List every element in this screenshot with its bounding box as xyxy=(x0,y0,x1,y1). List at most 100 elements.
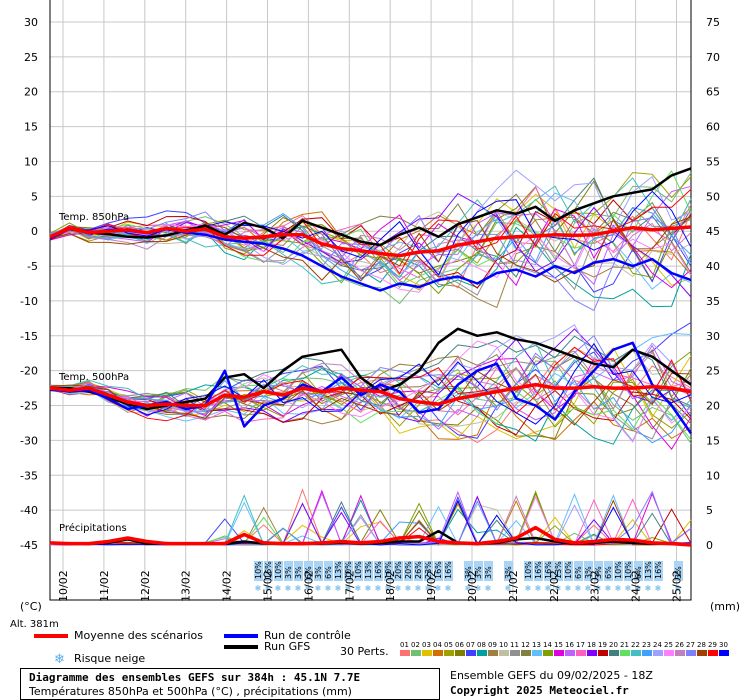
left-tick-label: -15 xyxy=(20,330,38,343)
snow-risk-value: 10% xyxy=(344,561,353,579)
title-box: Diagramme des ensembles GEFS sur 384h : … xyxy=(20,668,440,700)
perturbation-code: 21 xyxy=(620,641,629,649)
left-tick-label: -25 xyxy=(20,400,38,413)
snow-risk-value: 10% xyxy=(254,561,263,579)
perturbation-swatch xyxy=(576,650,586,656)
snowflake-icon: ❄ xyxy=(675,584,681,594)
perturbation-code: 29 xyxy=(708,641,717,649)
perturbation-code: 28 xyxy=(697,641,706,649)
snow-risk-value: 13% xyxy=(644,561,653,579)
perturbation-code: 18 xyxy=(587,641,596,649)
snow-risk-cell xyxy=(284,561,293,581)
snow-risk-cell xyxy=(334,561,343,581)
snowflake-icon: ❄ xyxy=(385,584,391,594)
perturbation-code: 01 xyxy=(400,641,409,649)
snowflake-icon: ❄ xyxy=(305,584,311,594)
snow-risk-cell xyxy=(504,561,513,581)
snow-risk-value: 20% xyxy=(404,561,413,579)
perturbation-code: 06 xyxy=(455,641,464,649)
snowflake-icon: ❄ xyxy=(595,584,601,594)
snow-risk-value: 10% xyxy=(624,561,633,579)
right-tick-label: 35 xyxy=(706,295,720,308)
left-tick-label: 10 xyxy=(24,155,38,168)
main-series xyxy=(49,167,693,547)
snow-risk-value: 13% xyxy=(364,561,373,579)
right-tick-label: 65 xyxy=(706,86,720,99)
snow-risk-cell xyxy=(604,561,613,581)
perturbation-code: 11 xyxy=(510,641,519,649)
snow-risk-cell xyxy=(654,561,663,581)
snowflake-icon: ❄ xyxy=(335,584,341,594)
perturbation-swatch xyxy=(400,650,410,656)
left-tick-label: -5 xyxy=(27,260,38,273)
snowflake-icon: ❄ xyxy=(475,584,481,594)
left-tick-label: 15 xyxy=(24,121,38,134)
perturbation-swatch xyxy=(642,650,652,656)
snow-risk-value: 3% xyxy=(504,566,513,579)
snow-risk-value: 6% xyxy=(634,566,643,579)
perturbation-swatch xyxy=(543,650,553,656)
x-tick-label: 14/02 xyxy=(221,570,234,602)
perturbation-code: 12 xyxy=(521,641,530,649)
perturbation-code: 08 xyxy=(477,641,486,649)
left-tick-label: -40 xyxy=(20,504,38,517)
snow-risk-cell xyxy=(464,561,473,581)
snow-risk-row: 10%❄16%❄10%❄3%❄3%❄6%❄3%❄6%❄13%❄10%❄10%❄1… xyxy=(254,561,683,594)
snow-risk-cell xyxy=(644,561,653,581)
left-axis: 30 25 20 15 10 5 0 -5 -10 -15 -20 -25 -30 -35 -40 -45 xyxy=(20,16,38,552)
snowflake-icon: ❄ xyxy=(315,584,321,594)
snow-risk-value: 13% xyxy=(554,561,563,579)
snowflake-icon: ❄ xyxy=(265,584,271,594)
perturbation-swatch xyxy=(455,650,465,656)
x-tick-label: 18/02 xyxy=(384,570,397,602)
perturbation-code: 09 xyxy=(488,641,497,649)
x-tick-label: 24/02 xyxy=(630,570,643,602)
snowflake-icon: ❄ xyxy=(555,584,561,594)
snow-risk-cell xyxy=(574,561,583,581)
perturbation-code: 26 xyxy=(675,641,684,649)
ensemble-member-line xyxy=(49,199,692,289)
x-tick-label: 12/02 xyxy=(139,570,152,602)
perturbation-swatch xyxy=(521,650,531,656)
snowflake-icon: ❄ xyxy=(275,584,281,594)
snow-risk-cell xyxy=(474,561,483,581)
left-tick-label: -10 xyxy=(20,295,38,308)
snow-risk-value: 16% xyxy=(544,561,553,579)
snow-risk-cell xyxy=(384,561,393,581)
snow-risk-cell xyxy=(274,561,283,581)
snowflake-icon: ❄ xyxy=(465,584,471,594)
snowflake-icon: ❄ xyxy=(345,584,351,594)
snow-risk-cell xyxy=(434,561,443,581)
perturbation-code: 05 xyxy=(444,641,453,649)
right-tick-label: 55 xyxy=(706,155,720,168)
perturbation-code: 07 xyxy=(466,641,475,649)
snow-risk-value: 23% xyxy=(424,561,433,579)
x-tick-label: 25/02 xyxy=(671,570,684,602)
snow-risk-cell xyxy=(564,561,573,581)
perturbation-code: 17 xyxy=(576,641,585,649)
snowflake-icon: ❄ xyxy=(615,584,621,594)
legend-gfs-label: Run GFS xyxy=(264,640,311,653)
x-tick-label: 21/02 xyxy=(507,570,520,602)
snow-risk-cell xyxy=(444,561,453,581)
snowflake-icon: ❄ xyxy=(295,584,301,594)
right-tick-label: 25 xyxy=(706,365,720,378)
x-tick-label: 11/02 xyxy=(98,570,111,602)
perturbation-code: 02 xyxy=(411,641,420,649)
snow-risk-cell xyxy=(364,561,373,581)
right-tick-label: 75 xyxy=(706,16,720,29)
snow-risk-value: 3% xyxy=(464,566,473,579)
snow-risk-value: 16% xyxy=(374,561,383,579)
perturbation-swatch xyxy=(708,650,718,656)
perturbation-code: 15 xyxy=(554,641,563,649)
plot-frame xyxy=(49,0,692,601)
snowflake-icon: ❄ xyxy=(545,584,551,594)
snow-risk-cell xyxy=(424,561,433,581)
perturbation-swatch xyxy=(686,650,696,656)
ensemble-member-line xyxy=(49,346,692,422)
left-tick-label: 5 xyxy=(31,190,38,203)
perturbation-code: 23 xyxy=(642,641,651,649)
perturbation-swatch xyxy=(620,650,630,656)
snow-risk-cell xyxy=(264,561,273,581)
series-line-precip xyxy=(49,525,692,547)
